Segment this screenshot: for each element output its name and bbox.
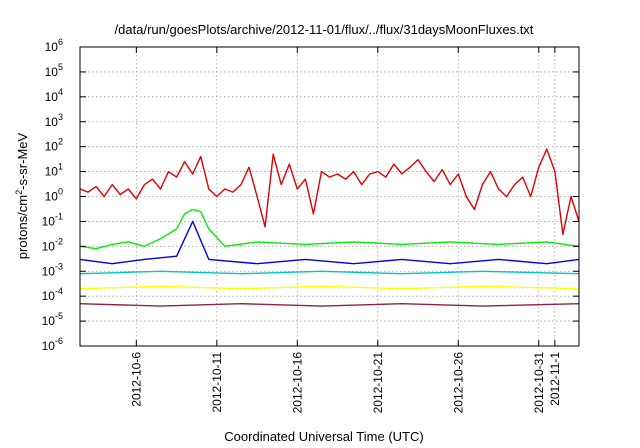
series-line [79,220,580,265]
x-tick-label: 2012-10-11 [210,352,224,413]
grid [80,47,579,346]
series-layer [79,148,580,307]
chart-title: /data/run/goesPlots/archive/2012-11-01/f… [115,22,534,37]
y-tick-label: 101 [45,162,63,179]
y-tick-label: 103 [45,112,63,129]
y-axis: 10-6 10-5 10-4 10-3 10-2 10-1 100 101 102 103 104 1… [42,37,579,353]
x-tick-label: 2012-10-31 [532,352,546,414]
y-tick-label: 10-6 [42,336,63,353]
series-line [79,270,580,275]
x-tick-label: 2012-10-26 [451,352,465,414]
series-line [79,148,580,236]
x-tick-label: 2012-10-6 [129,352,143,407]
x-axis-title: Coordinated Universal Time (UTC) [224,429,423,444]
y-axis-title: protons/cm2-s-sr-MeV [14,132,30,259]
y-tick-label: 10-1 [42,211,63,228]
y-tick-label: 10-3 [42,261,63,278]
y-tick-label: 104 [45,87,63,104]
x-axis: 2012-10-6 2012-10-11 2012-10-16 2012-10-21 2… [129,47,562,413]
x-tick-label: 2012-10-16 [290,352,304,414]
y-tick-label: 102 [45,137,63,154]
y-tick-label: 10-4 [42,286,63,303]
y-tick-label: 106 [45,37,63,54]
series-line [79,208,580,250]
y-tick-label: 10-5 [42,311,63,328]
series-line [79,303,580,307]
y-tick-label: 105 [45,62,63,79]
y-tick-label: 10-2 [42,236,63,253]
x-tick-label: 2012-10-21 [371,352,385,414]
y-tick-label: 100 [45,187,63,204]
x-tick-label: 2012-11-1 [548,352,562,406]
series-line [79,285,580,290]
